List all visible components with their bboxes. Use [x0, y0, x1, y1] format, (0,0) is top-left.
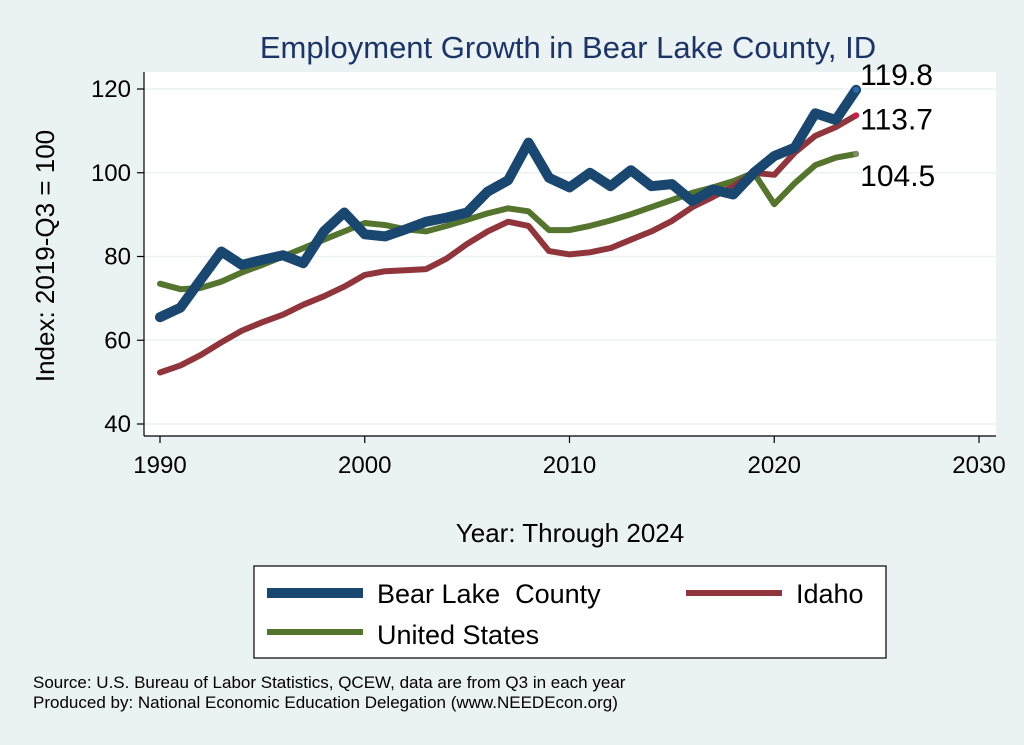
end-label-bear-lake: 119.8	[860, 59, 933, 92]
legend: Bear Lake County Idaho United States	[253, 565, 887, 659]
x-tick-label-1990: 1990	[133, 452, 186, 479]
x-tick-label-2030: 2030	[952, 452, 1005, 479]
end-label-idaho: 113.7	[860, 103, 933, 136]
end-labels: 119.8 113.7 104.5	[860, 59, 935, 193]
end-label-united-states: 104.5	[860, 160, 935, 193]
legend-box	[253, 565, 887, 659]
legend-label-idaho: Idaho	[796, 579, 864, 609]
source-note: Source: U.S. Bureau of Labor Statistics,…	[33, 673, 626, 692]
y-axis-ticks: 40 60 80 100 120	[91, 76, 144, 438]
series-end-point-united-states	[853, 150, 860, 157]
y-tick-label-120: 120	[91, 76, 131, 103]
series-end-point-idaho	[853, 112, 860, 119]
x-tick-label-2020: 2020	[748, 452, 801, 479]
y-tick-label-40: 40	[104, 411, 131, 438]
x-axis-ticks: 1990 2000 2010 2020 2030	[133, 436, 1006, 479]
x-tick-label-2010: 2010	[543, 452, 596, 479]
producer-note: Produced by: National Economic Education…	[33, 693, 618, 712]
y-tick-label-100: 100	[91, 160, 131, 187]
y-tick-label-60: 60	[104, 327, 131, 354]
series-line-bear-lake	[155, 84, 862, 323]
series-lines	[155, 84, 862, 376]
x-tick-label-2000: 2000	[338, 452, 391, 479]
y-axis-label: Index: 2019-Q3 = 100	[30, 130, 60, 382]
series-end-point-bear-lake	[853, 86, 860, 93]
chart-title: Employment Growth in Bear Lake County, I…	[260, 30, 876, 65]
y-tick-label-80: 80	[104, 244, 131, 271]
x-axis-label: Year: Through 2024	[456, 518, 684, 548]
legend-label-bear-lake: Bear Lake County	[377, 579, 601, 609]
legend-label-united-states: United States	[377, 620, 539, 650]
